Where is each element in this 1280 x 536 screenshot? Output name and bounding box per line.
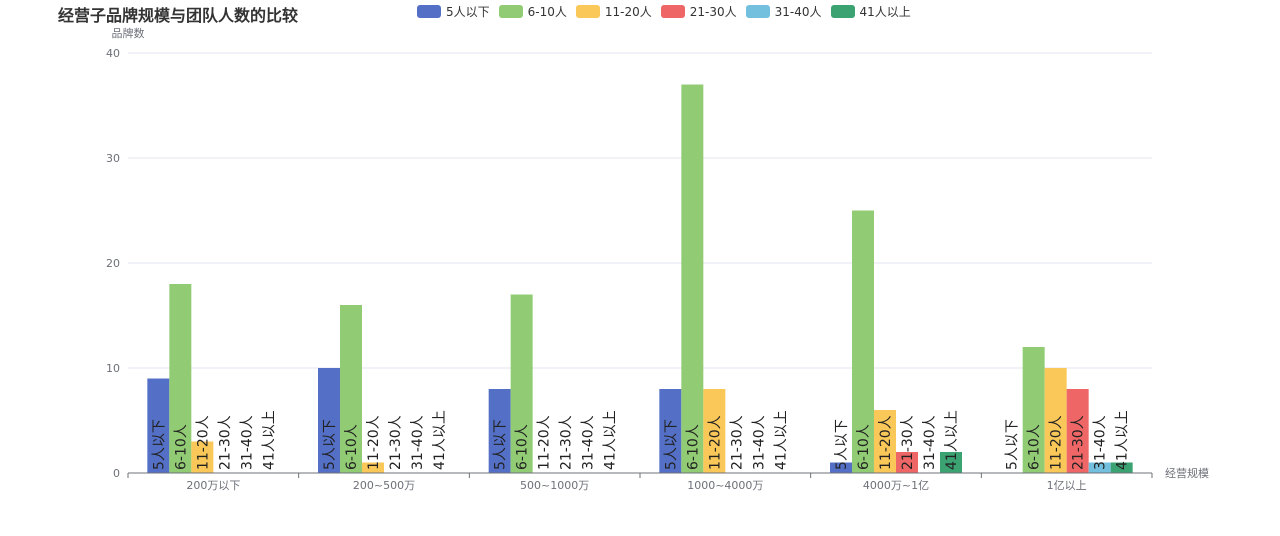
bar-label: 6-10人 — [685, 424, 701, 470]
bar — [488, 389, 511, 473]
bar — [940, 452, 962, 473]
x-tick-label: 500~1000万 — [520, 479, 589, 492]
bar-label: 11-20人 — [1049, 415, 1065, 470]
legend-item[interactable]: 11-20人 — [575, 3, 652, 20]
x-tick-label: 200万以下 — [186, 479, 240, 492]
chart-title: 经营子品牌规模与团队人数的比较 — [58, 6, 299, 25]
bar — [703, 389, 726, 473]
bar — [1022, 347, 1045, 473]
legend-swatch — [745, 4, 770, 18]
bar-label: 6-10人 — [856, 424, 872, 470]
legend-item[interactable]: 41人以上 — [830, 3, 911, 20]
legend-label: 21-30人 — [689, 4, 737, 19]
bar-label: 5人以下 — [322, 419, 338, 470]
legend-swatch — [498, 4, 523, 18]
legend-item[interactable]: 6-10人 — [498, 3, 567, 20]
bar-label: 31-40人 — [239, 415, 255, 470]
bar — [681, 84, 704, 473]
legend-label: 6-10人 — [527, 4, 567, 19]
bar-label: 41人以上 — [432, 410, 448, 470]
legend-swatch — [660, 4, 685, 18]
bar-label: 5人以下 — [663, 419, 679, 470]
bar — [1110, 462, 1133, 473]
legend-label: 11-20人 — [604, 4, 652, 19]
legend-item[interactable]: 21-30人 — [660, 3, 737, 20]
y-tick-label: 10 — [106, 362, 120, 375]
legend-label: 41人以上 — [859, 4, 911, 19]
x-tick-label: 1亿以上 — [1047, 479, 1087, 492]
bar-label: 21-30人 — [729, 415, 745, 470]
bar — [169, 284, 192, 473]
bar-label: 41人以上 — [773, 410, 789, 470]
bar — [659, 389, 682, 473]
legend-swatch — [417, 4, 441, 18]
bar — [1066, 389, 1089, 473]
bar — [318, 368, 340, 473]
bar — [362, 462, 384, 473]
legend-swatch — [830, 4, 855, 18]
chart-legend: 5人以下 6-10人 11-20人 21-30人 31-40人 41人以上 — [417, 3, 920, 19]
bar — [1088, 462, 1111, 473]
bar-label: 5人以下 — [151, 419, 167, 470]
x-tick-label: 4000万~1亿 — [863, 479, 929, 492]
bar — [874, 410, 896, 473]
bar — [830, 462, 852, 473]
bar — [191, 441, 214, 473]
bar-label: 5人以下 — [834, 419, 850, 470]
legend-item[interactable]: 31-40人 — [745, 3, 822, 20]
bar-label: 31-40人 — [751, 415, 767, 470]
y-tick-label: 40 — [106, 47, 120, 60]
bar — [896, 452, 918, 473]
bar — [1044, 368, 1067, 473]
bar — [510, 294, 533, 473]
bar-label: 11-20人 — [878, 415, 894, 470]
bar-label: 11-20人 — [195, 415, 211, 470]
legend-label: 31-40人 — [774, 4, 822, 19]
bar-label: 11-20人 — [537, 415, 553, 470]
bar-label: 6-10人 — [173, 424, 189, 470]
legend-item[interactable]: 5人以下 — [417, 3, 490, 20]
bar — [852, 210, 874, 473]
bar-label: 6-10人 — [1027, 424, 1043, 470]
bar-label: 11-20人 — [707, 415, 723, 470]
bar — [340, 305, 362, 473]
x-axis-label: 经营规模 — [1165, 466, 1209, 480]
bar-label: 21-30人 — [900, 415, 916, 470]
bar-label: 41人以上 — [944, 410, 960, 470]
bar-label: 31-40人 — [922, 415, 938, 470]
bar-label: 41人以上 — [1115, 410, 1131, 470]
bar-label: 6-10人 — [344, 424, 360, 470]
bar-label: 31-40人 — [410, 415, 426, 470]
x-tick-label: 1000~4000万 — [687, 479, 763, 492]
y-tick-label: 0 — [113, 467, 120, 480]
bar-label: 6-10人 — [515, 424, 531, 470]
bar-label: 21-30人 — [559, 415, 575, 470]
bar-label: 31-40人 — [1093, 415, 1109, 470]
bar-label: 21-30人 — [217, 415, 233, 470]
legend-swatch — [575, 4, 600, 18]
bar-label: 21-30人 — [388, 415, 404, 470]
y-axis-label: 品牌数 — [112, 26, 145, 40]
bar-label: 11-20人 — [366, 415, 382, 470]
bar-label: 5人以下 — [1005, 419, 1021, 470]
legend-label: 5人以下 — [446, 4, 490, 19]
bar-label: 41人以上 — [261, 410, 277, 470]
bar-label: 31-40人 — [581, 415, 597, 470]
bar-label: 21-30人 — [1071, 415, 1087, 470]
bar-label: 5人以下 — [493, 419, 509, 470]
y-tick-label: 20 — [106, 257, 120, 270]
x-tick-label: 200~500万 — [353, 479, 415, 492]
y-tick-label: 30 — [106, 152, 120, 165]
bar — [147, 378, 170, 473]
bar-label: 41人以上 — [603, 410, 619, 470]
